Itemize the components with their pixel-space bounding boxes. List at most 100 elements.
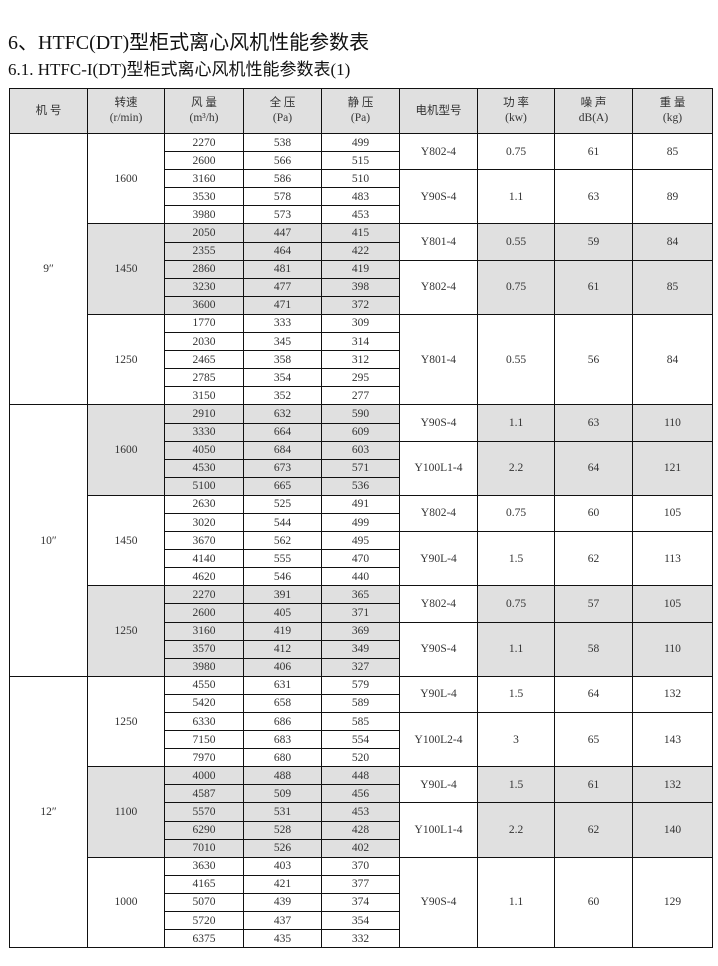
static-pressure-cell: 277 [321, 386, 400, 406]
motor-type-cell: Y100L1-4 [399, 802, 478, 858]
airflow-cell: 3670 [164, 531, 244, 551]
motor-type-cell: Y802-4 [399, 585, 478, 623]
total-pressure-cell: 477 [243, 277, 322, 297]
total-pressure-cell: 391 [243, 585, 322, 605]
total-pressure-cell: 528 [243, 820, 322, 840]
airflow-cell: 3330 [164, 422, 244, 442]
weight-cell: 129 [632, 856, 713, 949]
speed-cell: 1250 [87, 585, 165, 677]
airflow-cell: 3570 [164, 639, 244, 659]
airflow-cell: 3020 [164, 512, 244, 533]
table-row: 7150 683 554 [10, 730, 713, 750]
table-row: 1450 2050 447 415 Y801-4 0.55 59 84 [10, 223, 713, 315]
total-pressure-cell: 683 [243, 730, 322, 750]
header-unit: (Pa) [272, 112, 293, 124]
table-row: 3530 578 483 [10, 187, 713, 207]
total-pressure-cell: 421 [243, 874, 322, 894]
noise-cell: 61 [554, 766, 633, 804]
airflow-cell: 7150 [164, 730, 244, 750]
motor-type-cell: Y90S-4 [399, 169, 478, 225]
table-row: 5100 665 536 [10, 476, 713, 496]
total-pressure-cell: 435 [243, 929, 322, 949]
static-pressure-cell: 349 [321, 639, 400, 659]
total-pressure-cell: 578 [243, 187, 322, 207]
motor-type-cell: Y90S-4 [399, 621, 478, 677]
weight-cell: 84 [632, 313, 713, 406]
header-unit: (Pa) [350, 112, 371, 124]
static-pressure-cell: 365 [321, 585, 400, 605]
static-pressure-cell: 499 [321, 512, 400, 533]
model-number-cell: 12″ [9, 675, 88, 949]
total-pressure-cell: 664 [243, 422, 322, 442]
speed-cell: 1600 [87, 132, 165, 225]
airflow-cell: 2630 [164, 494, 244, 514]
table-row: 4140 555 470 [10, 549, 713, 569]
table-row: 2785 354 295 [10, 368, 713, 388]
table-row: 3670 562 495 Y90L-4 1.5 62 113 [10, 531, 713, 587]
airflow-cell: 4165 [164, 874, 244, 894]
power-cell: 1.1 [477, 621, 555, 677]
header-label: 转速 [114, 97, 138, 109]
static-pressure-cell: 377 [321, 874, 400, 894]
total-pressure-cell: 555 [243, 549, 322, 569]
static-pressure-cell: 314 [321, 332, 400, 352]
power-cell: 0.75 [477, 132, 555, 171]
table-row: 3330 664 609 [10, 422, 713, 442]
total-pressure-cell: 680 [243, 748, 322, 768]
table-row: 2030 345 314 [10, 332, 713, 352]
static-pressure-cell: 515 [321, 151, 400, 171]
header-label: 机 号 [35, 104, 62, 117]
static-pressure-cell: 422 [321, 241, 400, 261]
weight-cell: 121 [632, 440, 713, 496]
table-row: 3020 544 499 [10, 512, 713, 533]
airflow-cell: 4587 [164, 784, 244, 804]
airflow-cell: 3980 [164, 205, 244, 225]
weight-cell: 132 [632, 766, 713, 804]
power-cell: 1.5 [477, 675, 555, 714]
header-label: 功 率 [503, 97, 529, 109]
total-pressure-cell: 566 [243, 151, 322, 171]
table-row: 9″ 1600 2270 538 499 Y802-4 0.75 61 85 [9, 132, 713, 406]
total-pressure-cell: 525 [243, 494, 322, 514]
airflow-cell: 5070 [164, 892, 244, 913]
fan-performance-table: 机 号 转速 (r/min) 风 量 (m³/h) 全 压 (Pa) 静 压 (Pa) 电机型号 功… [9, 88, 713, 949]
airflow-cell: 3150 [164, 386, 244, 406]
noise-cell: 62 [554, 531, 633, 587]
table-row: 5720 437 354 [10, 911, 713, 931]
static-pressure-cell: 448 [321, 766, 400, 786]
header-airflow: 风 量 (m³/h) [164, 88, 244, 134]
weight-cell: 105 [632, 585, 713, 623]
table-row: 3570 412 349 [10, 639, 713, 659]
total-pressure-cell: 403 [243, 856, 322, 876]
power-cell: 0.75 [477, 494, 555, 533]
airflow-cell: 6290 [164, 820, 244, 840]
header-label: 电机型号 [415, 104, 462, 117]
total-pressure-cell: 544 [243, 512, 322, 533]
power-cell: 0.55 [477, 313, 555, 406]
header-total-pressure: 全 压 (Pa) [243, 88, 322, 134]
airflow-cell: 2465 [164, 350, 244, 370]
static-pressure-cell: 372 [321, 295, 400, 315]
table-row: 5570 531 453 Y100L1-4 2.2 62 140 [10, 802, 713, 858]
airflow-cell: 6375 [164, 929, 244, 949]
total-pressure-cell: 562 [243, 531, 322, 551]
static-pressure-cell: 398 [321, 277, 400, 297]
total-pressure-cell: 447 [243, 223, 322, 243]
static-pressure-cell: 402 [321, 838, 400, 858]
static-pressure-cell: 536 [321, 476, 400, 496]
power-cell: 2.2 [477, 802, 555, 858]
total-pressure-cell: 488 [243, 766, 322, 786]
noise-cell: 56 [554, 313, 633, 406]
table-row: 3230 477 398 [10, 277, 713, 297]
airflow-cell: 5100 [164, 476, 244, 496]
motor-type-cell: Y90L-4 [399, 531, 478, 587]
header-label: 风 量 [191, 97, 217, 109]
table-row: 1250 1770 333 309 Y801-4 0.55 56 84 [10, 313, 713, 406]
motor-type-cell: Y100L1-4 [399, 440, 478, 496]
header-noise: 噪 声 dB(A) [554, 88, 633, 134]
static-pressure-cell: 371 [321, 603, 400, 623]
header-motor-type: 电机型号 [399, 88, 478, 134]
static-pressure-cell: 295 [321, 368, 400, 388]
static-pressure-cell: 579 [321, 675, 400, 695]
static-pressure-cell: 470 [321, 549, 400, 569]
